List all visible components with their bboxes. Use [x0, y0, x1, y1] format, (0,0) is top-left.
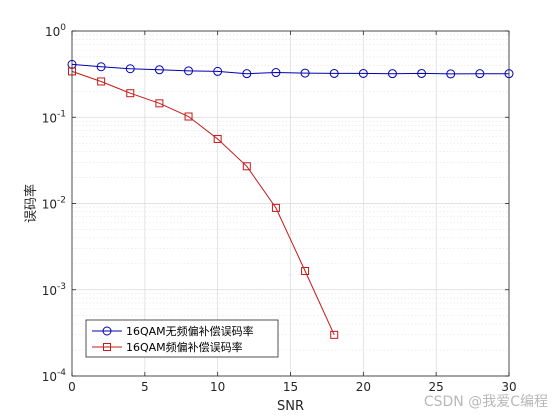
x-tick-label: 5: [141, 380, 149, 394]
legend-marker-compensation: [103, 343, 111, 351]
grid: [71, 30, 510, 377]
data-point-circle: [329, 68, 339, 78]
data-point-square: [155, 99, 164, 108]
legend-marker-no-compensation: [102, 326, 112, 336]
x-axis-label: SNR: [277, 399, 304, 414]
x-tick-label: 15: [283, 380, 298, 394]
data-point-square: [126, 89, 135, 98]
data-point-circle: [271, 68, 281, 78]
data-point-circle: [125, 64, 135, 74]
data-point-circle: [475, 69, 485, 79]
legend-box: [85, 319, 279, 358]
ticks: 0 5 10 15 20 25 30 100 10-1 10-2 10-3 10-4: [42, 23, 517, 394]
y-tick-label: 10-2: [42, 196, 66, 212]
series-layer: [67, 59, 514, 339]
x-tick-label: 10: [210, 380, 225, 394]
data-point-circle: [446, 69, 456, 79]
data-point-square: [213, 134, 222, 143]
legend-label-no-compensation: 16QAM无频偏补偿误码率: [126, 324, 254, 338]
watermark: CSDN @我爱C编程: [424, 394, 548, 410]
data-point-circle: [96, 62, 106, 72]
data-point-circle: [417, 68, 427, 78]
data-point-circle: [213, 66, 223, 76]
data-point-square: [242, 162, 251, 171]
x-tick-label: 0: [68, 380, 76, 394]
data-point-circle: [242, 69, 252, 79]
y-tick-label: 10-1: [42, 109, 66, 125]
data-point-square: [97, 77, 106, 86]
series-line-1: [71, 70, 335, 336]
series-line-0: [71, 63, 509, 75]
y-tick-label: 10-3: [42, 282, 66, 298]
y-tick-label: 100: [45, 23, 66, 39]
data-point-circle: [300, 68, 310, 78]
x-tick-label: 30: [501, 380, 516, 394]
legend-label-compensation: 16QAM频偏补偿误码率: [126, 340, 243, 354]
x-tick-label: 25: [429, 380, 444, 394]
data-point-square: [330, 330, 339, 339]
data-point-circle: [184, 66, 194, 76]
y-axis-label: 误码率: [23, 184, 39, 223]
legend: 16QAM无频偏补偿误码率 16QAM频偏补偿误码率: [85, 319, 279, 358]
data-point-circle: [154, 65, 164, 75]
data-point-square: [301, 266, 310, 275]
data-point-circle: [358, 68, 368, 78]
data-point-circle: [387, 69, 397, 79]
data-point-square: [184, 112, 193, 121]
y-tick-label: 10-4: [42, 368, 67, 384]
x-tick-label: 20: [356, 380, 371, 394]
data-point-square: [271, 203, 280, 212]
